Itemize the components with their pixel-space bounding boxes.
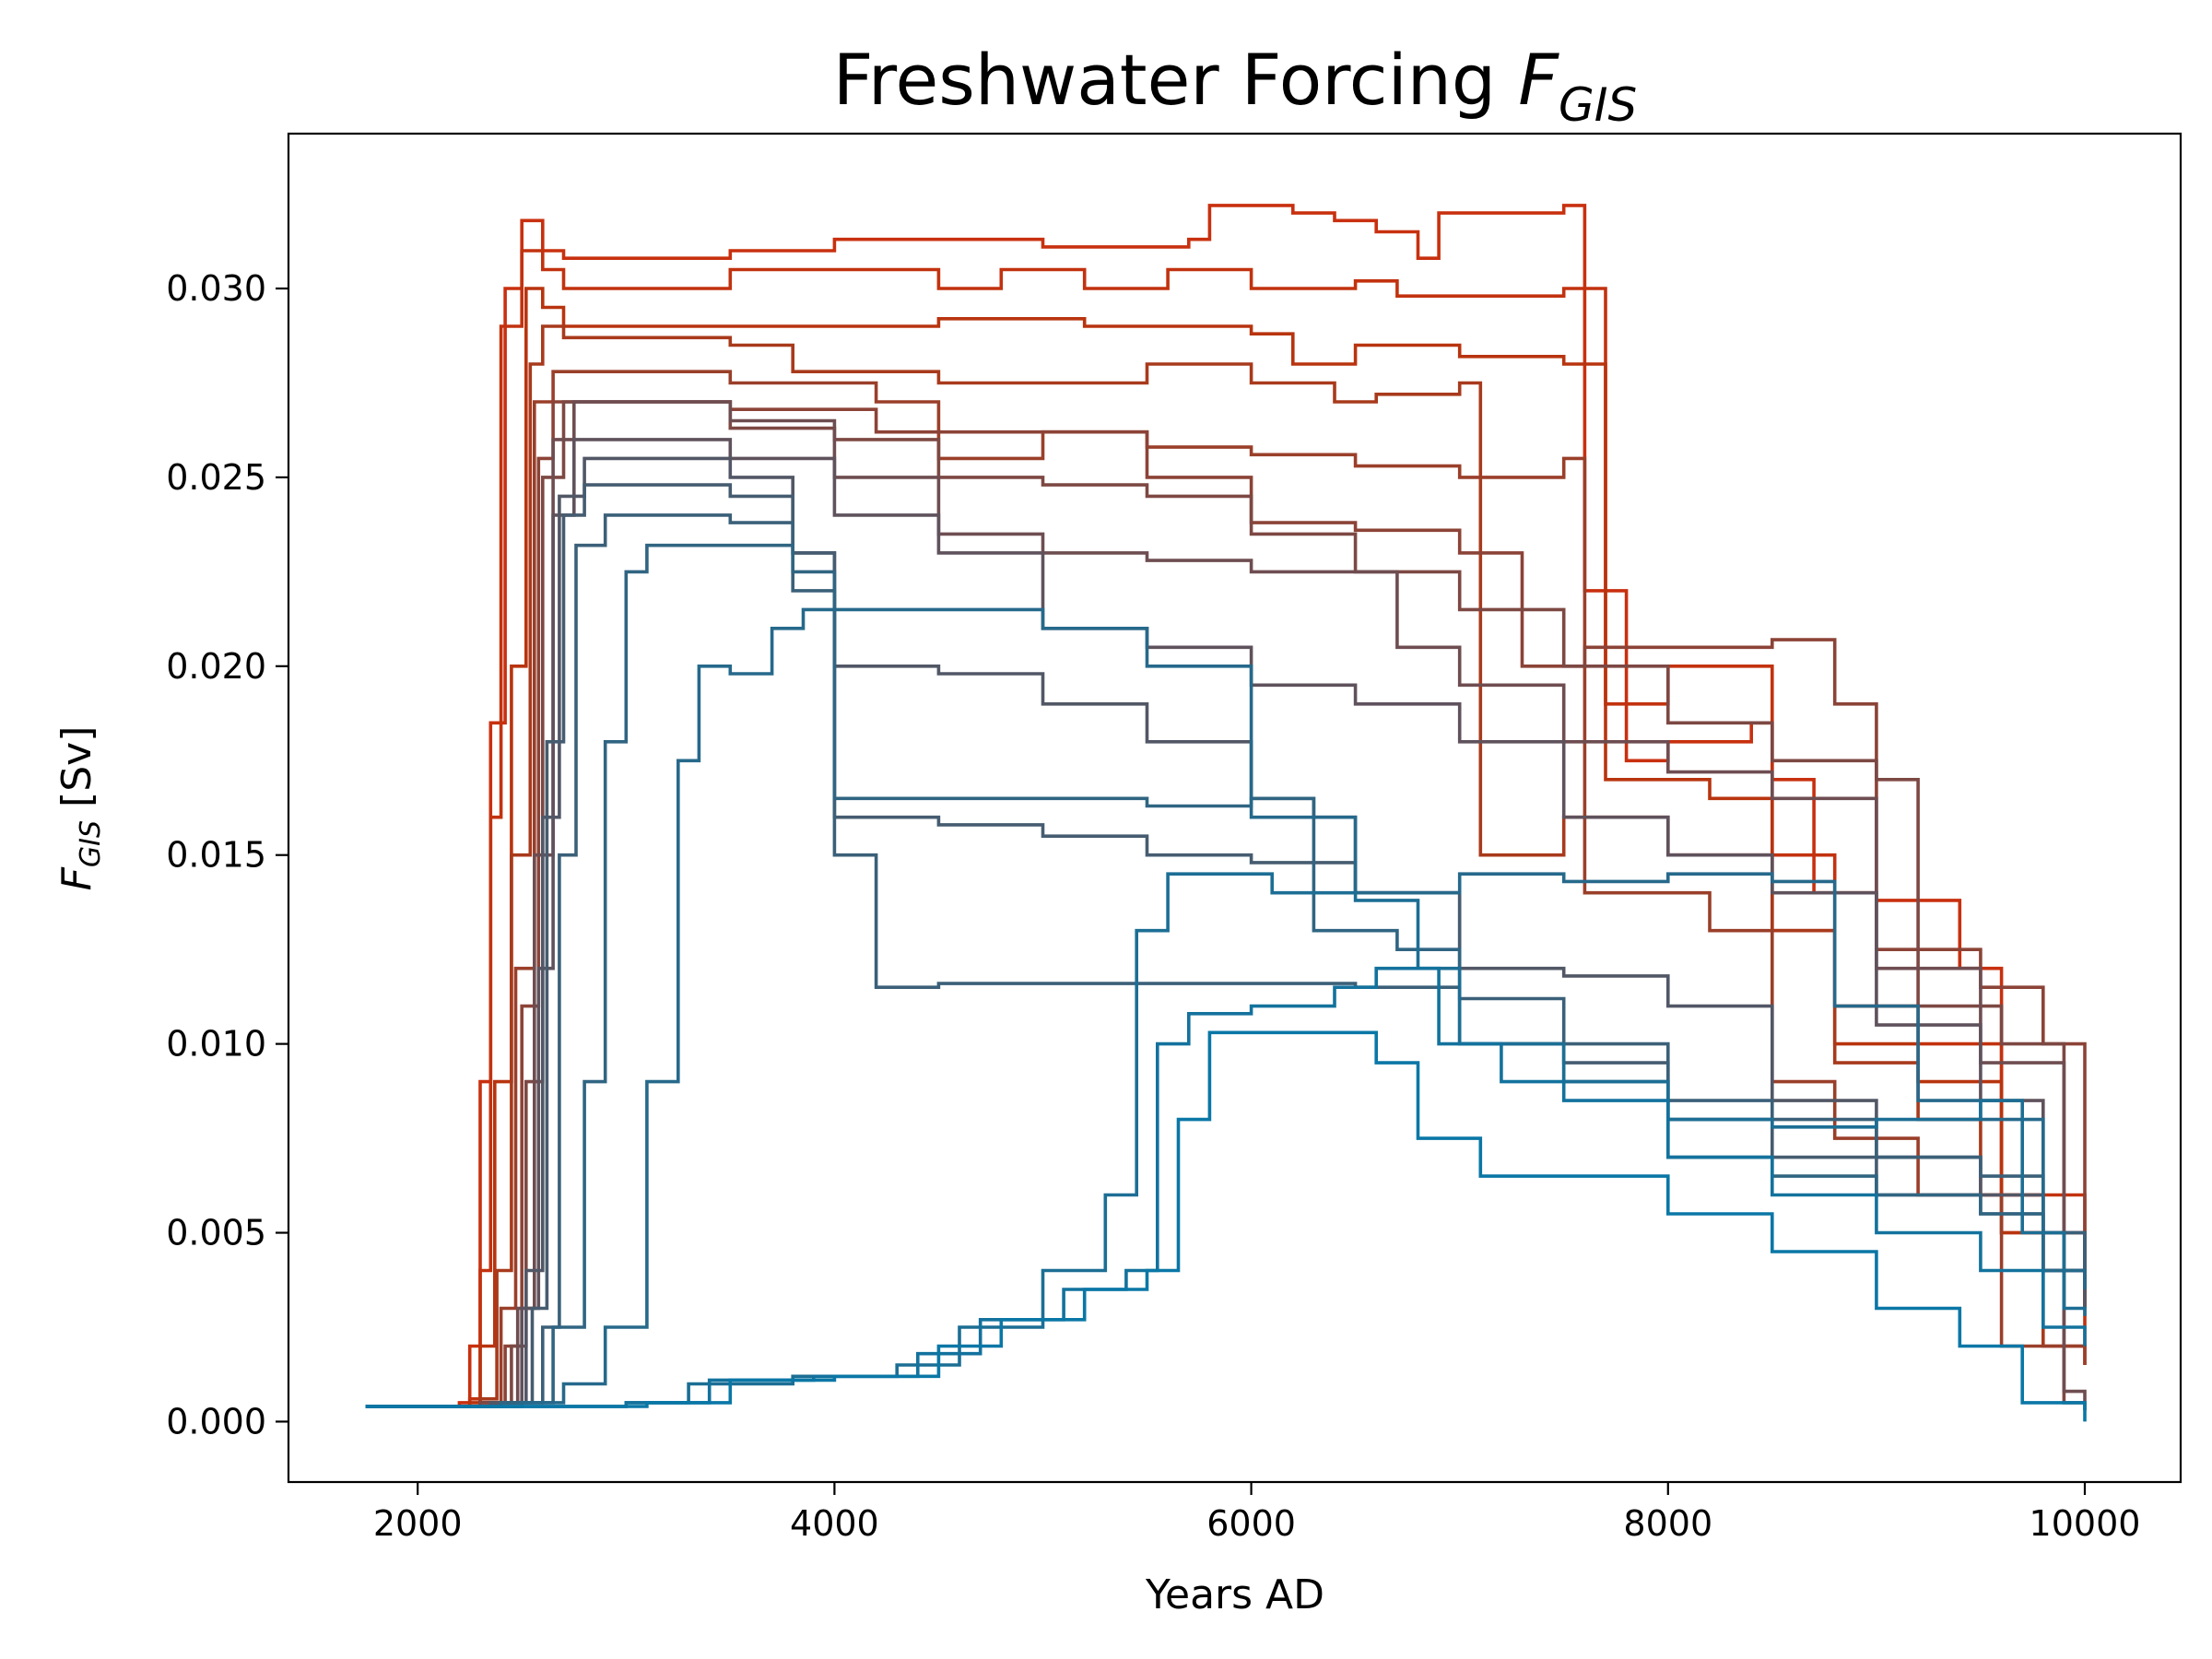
axes-frame bbox=[287, 132, 2183, 1484]
plot-lines bbox=[365, 204, 2087, 1422]
y-tick-label: 0.025 bbox=[166, 457, 266, 498]
y-axis: 0.000 0.005 0.010 0.015 0.020 0.025 0.030 bbox=[166, 268, 288, 1441]
chart-title-subscript: GIS bbox=[1559, 78, 1637, 132]
series-line-10 bbox=[365, 456, 2087, 1408]
x-tick-label: 8000 bbox=[1623, 1503, 1712, 1544]
y-tick-label: 0.000 bbox=[166, 1401, 266, 1441]
y-axis-label-unit: [Sv] bbox=[53, 726, 100, 807]
y-axis-label: FGIS [Sv] bbox=[53, 726, 107, 891]
x-tick-label: 6000 bbox=[1206, 1503, 1296, 1544]
chart-title-symbol: F bbox=[1518, 39, 1559, 121]
chart-title-text: Freshwater Forcing bbox=[833, 39, 1496, 121]
series-line-8 bbox=[365, 400, 2087, 1411]
series-line-11 bbox=[365, 483, 2085, 1408]
y-axis-label-symbol: F bbox=[53, 866, 100, 890]
series-line-15 bbox=[365, 872, 2087, 1408]
x-tick-label: 4000 bbox=[790, 1503, 879, 1544]
y-tick-label: 0.030 bbox=[166, 268, 266, 309]
series-line-2 bbox=[365, 249, 2087, 1408]
x-axis-label: Years AD bbox=[1145, 1571, 1324, 1618]
x-axis: 2000 4000 6000 8000 10000 bbox=[373, 1482, 2141, 1544]
x-tick-label: 2000 bbox=[373, 1503, 463, 1544]
y-tick-label: 0.005 bbox=[166, 1213, 266, 1253]
series-line-4 bbox=[365, 324, 2087, 1408]
series-line-14 bbox=[365, 607, 2087, 1408]
y-tick-label: 0.010 bbox=[166, 1024, 266, 1065]
x-tick-label: 10000 bbox=[2030, 1503, 2141, 1544]
y-tick-label: 0.015 bbox=[166, 835, 266, 876]
y-axis-label-subscript: GIS bbox=[75, 820, 107, 867]
chart-title: Freshwater Forcing FGIS bbox=[833, 39, 1638, 132]
y-tick-label: 0.020 bbox=[166, 646, 266, 687]
series-line-12 bbox=[365, 513, 2087, 1408]
series-line-17 bbox=[365, 1030, 2087, 1422]
